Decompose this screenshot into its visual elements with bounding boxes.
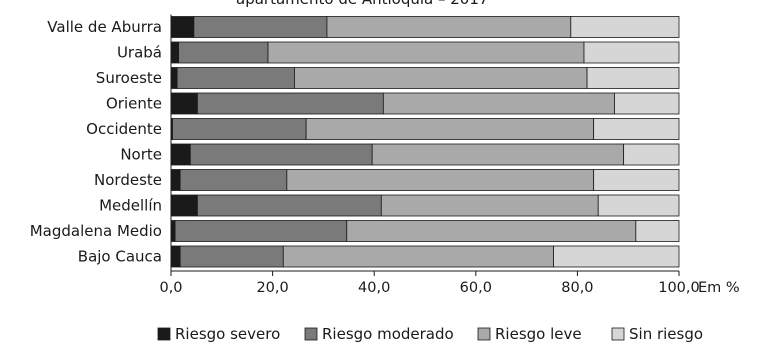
bar-segment-0 xyxy=(170,169,181,191)
category-label: Suroeste xyxy=(96,69,162,87)
bar-segment-3 xyxy=(597,194,680,217)
bar-segment-0 xyxy=(170,67,178,89)
bar-segment-0 xyxy=(170,220,176,242)
legend-swatch xyxy=(477,327,491,341)
x-tick-label: 0,0 xyxy=(159,280,182,296)
category-label: Oriente xyxy=(106,95,162,113)
bar-segment-0 xyxy=(170,92,198,115)
legend-label: Riesgo severo xyxy=(175,325,280,343)
bar-segment-1 xyxy=(176,67,295,89)
x-axis: 0,0 20,0 40,0 60,0 80,0 100,0 xyxy=(159,14,700,296)
bar-segment-2 xyxy=(382,92,615,115)
bar-segment-3 xyxy=(586,67,680,89)
category-label: Bajo Cauca xyxy=(78,248,162,266)
bar-segment-0 xyxy=(170,194,198,217)
category-label: Nordeste xyxy=(94,171,162,189)
x-tick-label: 100,0 xyxy=(658,280,700,296)
bar-segment-3 xyxy=(623,143,680,166)
bar-segment-0 xyxy=(170,143,191,166)
category-label: Magdalena Medio xyxy=(30,222,162,240)
bar-segment-3 xyxy=(553,245,680,268)
bar-segment-1 xyxy=(174,220,348,242)
legend-swatch xyxy=(304,327,318,341)
legend-label: Riesgo moderado xyxy=(322,325,454,343)
chart-title-fragment: apartamento de Antioquia – 2017 xyxy=(236,0,488,8)
category-label: Valle de Aburra xyxy=(47,18,162,36)
bar-segment-1 xyxy=(189,143,373,166)
bar-segment-3 xyxy=(583,41,680,64)
bar-segment-3 xyxy=(593,169,680,191)
bar-segment-0 xyxy=(170,41,180,64)
bar-segment-2 xyxy=(326,16,572,38)
bar-segment-3 xyxy=(614,92,680,115)
legend-swatch xyxy=(611,327,625,341)
bar-segment-3 xyxy=(570,16,680,38)
category-labels: Valle de Aburra Urabá Suroeste Oriente Occid… xyxy=(30,18,162,266)
bar-segment-2 xyxy=(267,41,585,64)
x-tick-label: 40,0 xyxy=(358,280,390,296)
category-label: Urabá xyxy=(117,44,162,62)
bar-segment-3 xyxy=(635,220,680,242)
category-label: Norte xyxy=(120,146,162,164)
category-label: Occidente xyxy=(86,120,162,138)
bar-segment-0 xyxy=(170,16,195,38)
x-axis-unit-label: Em % xyxy=(698,280,740,296)
category-label: Medellín xyxy=(99,197,162,215)
bar-segment-1 xyxy=(178,41,269,64)
legend: Riesgo severo Riesgo moderado Riesgo leve S… xyxy=(157,325,703,343)
bar-segment-2 xyxy=(371,143,625,166)
bar-segment-1 xyxy=(179,245,284,268)
bar-segment-2 xyxy=(380,194,599,217)
bar-segment-1 xyxy=(179,169,288,191)
x-tick-label: 60,0 xyxy=(460,280,492,296)
bar-segment-0 xyxy=(170,245,181,268)
bar-segment-1 xyxy=(197,194,382,217)
x-tick-label: 20,0 xyxy=(256,280,288,296)
bar-segment-1 xyxy=(193,16,328,38)
bar-segment-2 xyxy=(294,67,588,89)
bar-segment-2 xyxy=(346,220,637,242)
legend-label: Sin riesgo xyxy=(629,325,703,343)
bar-segment-3 xyxy=(593,118,680,140)
bar-segment-1 xyxy=(197,92,384,115)
x-tick-label: 80,0 xyxy=(561,280,593,296)
bar-segment-2 xyxy=(305,118,595,140)
bars xyxy=(170,16,680,268)
bar-segment-2 xyxy=(282,245,554,268)
legend-label: Riesgo leve xyxy=(495,325,582,343)
bar-segment-1 xyxy=(172,118,307,140)
legend-swatch xyxy=(157,327,171,341)
bar-segment-2 xyxy=(286,169,595,191)
